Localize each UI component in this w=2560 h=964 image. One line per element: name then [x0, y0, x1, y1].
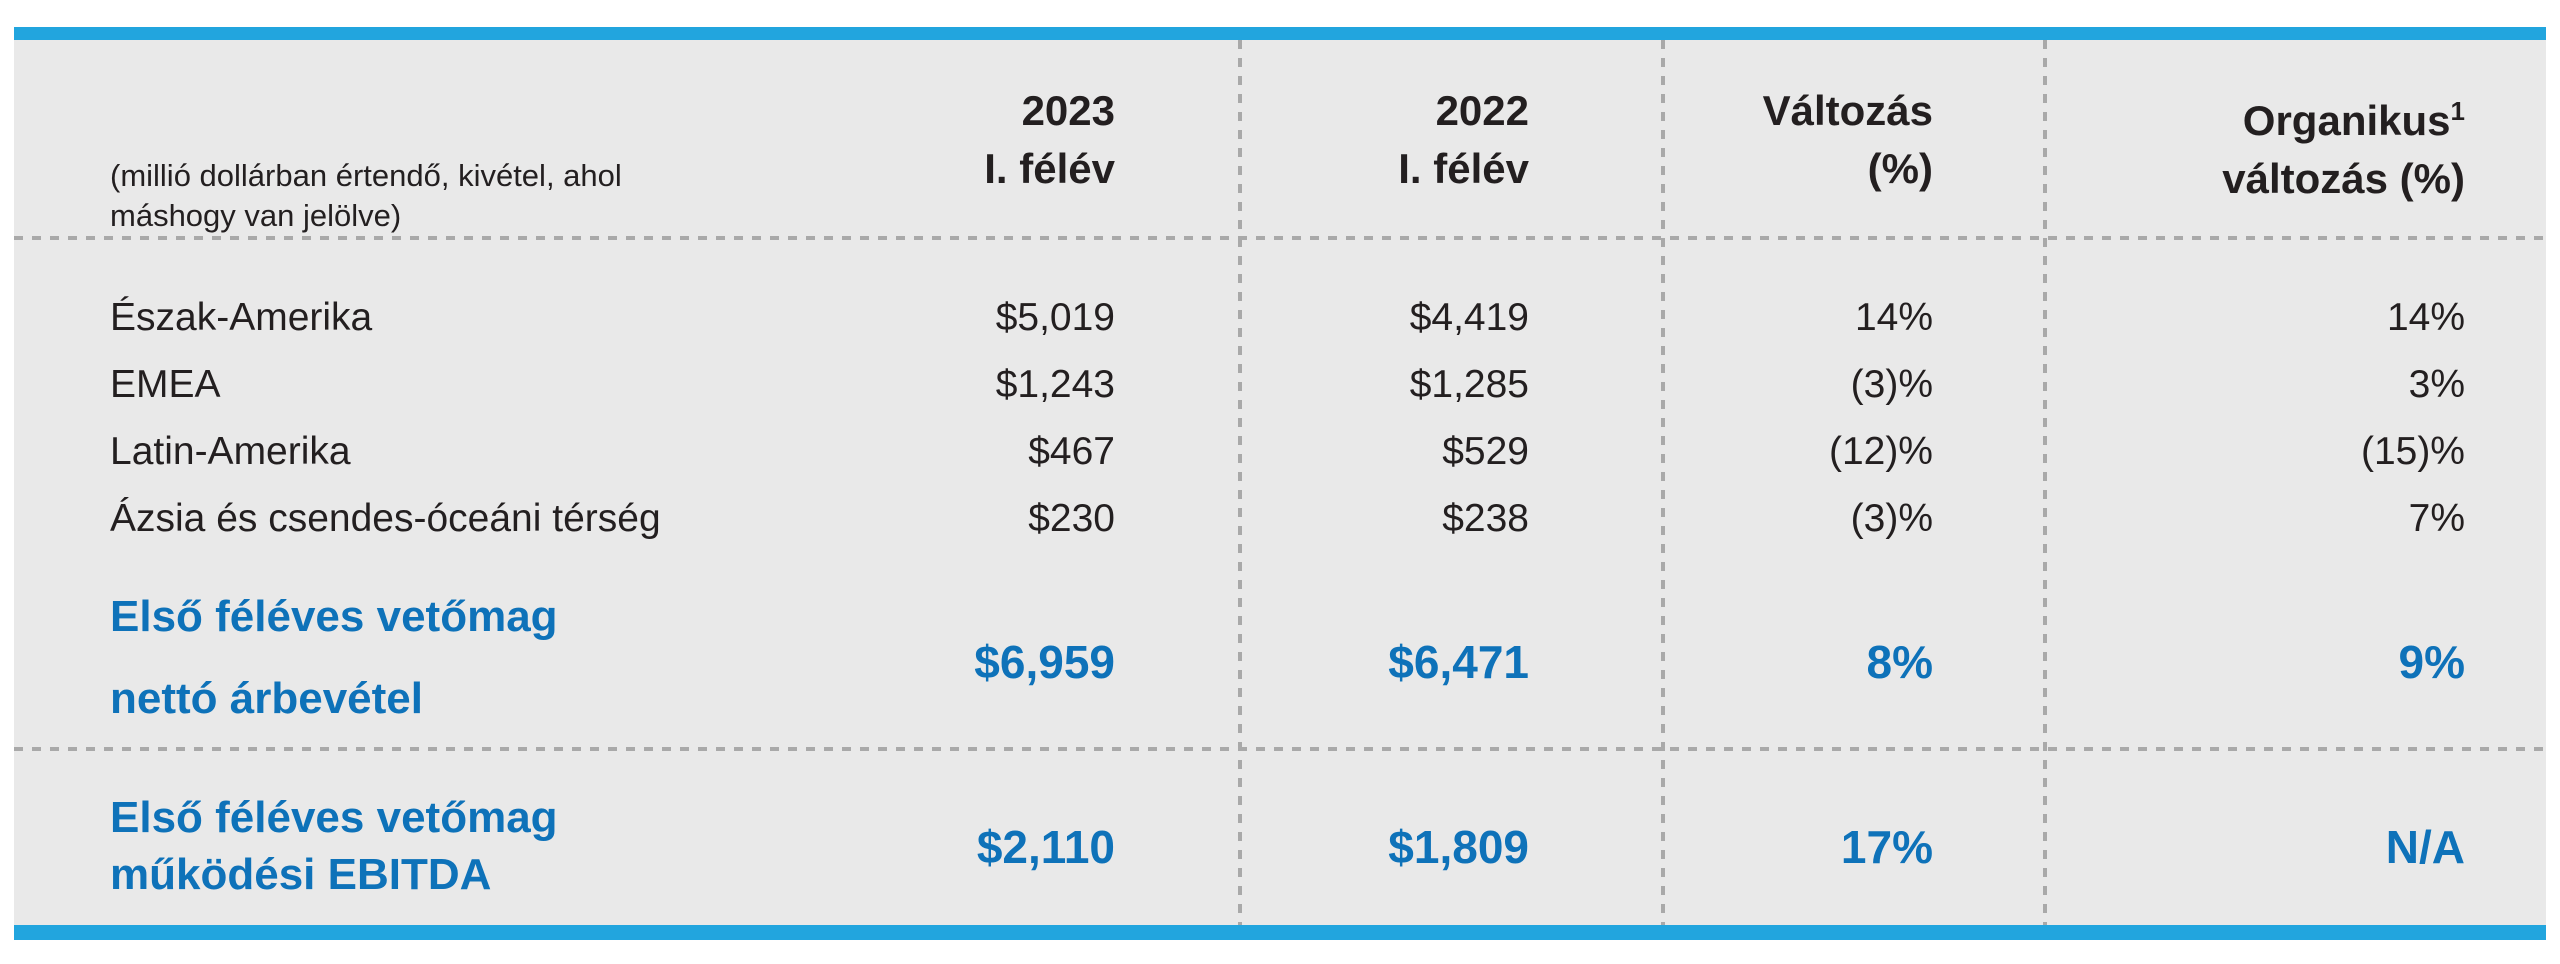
organic-label: Organikus	[2242, 97, 2451, 144]
row-label-asia-pacific: Ázsia és csendes-óceáni térség	[110, 497, 661, 540]
column-header-line1: Változás	[1762, 87, 1933, 134]
row-label-north-america: Észak-Amerika	[110, 296, 373, 339]
unit-note-line2: máshogy van jelölve)	[110, 198, 402, 233]
column-header-2022-h1: 2022 I. félév	[1398, 82, 1529, 198]
column-header-line2: (%)	[1867, 145, 1933, 192]
column-header-line2: változás (%)	[2222, 155, 2465, 202]
summary-net-sales-organic: 9%	[2398, 636, 2465, 688]
summary-ebitda-organic: N/A	[2385, 821, 2465, 873]
row-label-emea: EMEA	[110, 363, 221, 406]
cell-2023-value: $467	[1028, 430, 1115, 473]
summary-net-sales-2023: $6,959	[974, 636, 1115, 688]
bottom-accent-bar	[14, 925, 2546, 940]
summary-label-net-sales: Első féléves vetőmag nettó árbevétel	[110, 576, 558, 740]
cell-change-value: (12)%	[1828, 430, 1933, 473]
unit-note-line1: (millió dollárban értendő, kivétel, ahol	[110, 158, 622, 193]
summary-label-line1: Első féléves vetőmag	[110, 793, 558, 842]
cell-2023-value: $1,243	[995, 363, 1115, 406]
cell-change-value: (3)%	[1850, 497, 1933, 540]
column-header-2023-h1: 2023 I. félév	[984, 82, 1115, 198]
seed-financial-table-panel: (millió dollárban értendő, kivétel, ahol…	[14, 27, 2546, 940]
column-divider-dotted	[1661, 40, 1665, 925]
column-header-change-pct: Változás (%)	[1763, 82, 1933, 198]
summary-label-operating-ebitda: Első féléves vetőmag működési EBITDA	[110, 789, 558, 903]
summary-ebitda-2023: $2,110	[976, 821, 1115, 873]
column-header-line1: Organikus1	[2222, 82, 2465, 150]
cell-2022-value: $238	[1442, 497, 1529, 540]
cell-2022-value: $4,419	[1409, 296, 1529, 339]
cell-change-value: 14%	[1854, 296, 1933, 339]
cell-change-value: (3)%	[1850, 363, 1933, 406]
cell-organic-value: 7%	[2408, 497, 2465, 540]
cell-2022-value: $1,285	[1409, 363, 1529, 406]
cell-2023-value: $230	[1028, 497, 1115, 540]
column-header-year: 2022	[1435, 87, 1529, 134]
column-header-period: I. félév	[1398, 145, 1529, 192]
summary-ebitda-change: 17%	[1840, 821, 1933, 873]
table-body: (millió dollárban értendő, kivétel, ahol…	[14, 40, 2546, 925]
column-header-period: I. félév	[984, 145, 1115, 192]
column-divider-dotted	[1238, 40, 1242, 925]
header-divider-dotted	[14, 236, 2546, 240]
summary-label-line1: Első féléves vetőmag	[110, 592, 558, 641]
summary-ebitda-2022: $1,809	[1388, 821, 1529, 873]
cell-organic-value: (15)%	[2360, 430, 2465, 473]
column-header-organic-change-pct: Organikus1 változás (%)	[2222, 82, 2465, 208]
summary-label-line2: működési EBITDA	[110, 850, 492, 899]
summary-net-sales-change: 8%	[1866, 636, 1933, 688]
cell-organic-value: 14%	[2386, 296, 2465, 339]
summary-net-sales-2022: $6,471	[1388, 636, 1529, 688]
footnote-marker: 1	[2450, 96, 2465, 126]
row-label-latin-america: Latin-Amerika	[110, 430, 351, 473]
column-divider-dotted	[2043, 40, 2047, 925]
cell-2023-value: $5,019	[995, 296, 1115, 339]
column-header-year: 2023	[1021, 87, 1115, 134]
cell-organic-value: 3%	[2408, 363, 2465, 406]
cell-2022-value: $529	[1442, 430, 1529, 473]
section-divider-dotted	[14, 747, 2546, 751]
summary-label-line2: nettó árbevétel	[110, 674, 423, 723]
unit-note: (millió dollárban értendő, kivétel, ahol…	[110, 156, 622, 236]
top-accent-bar	[14, 27, 2546, 40]
